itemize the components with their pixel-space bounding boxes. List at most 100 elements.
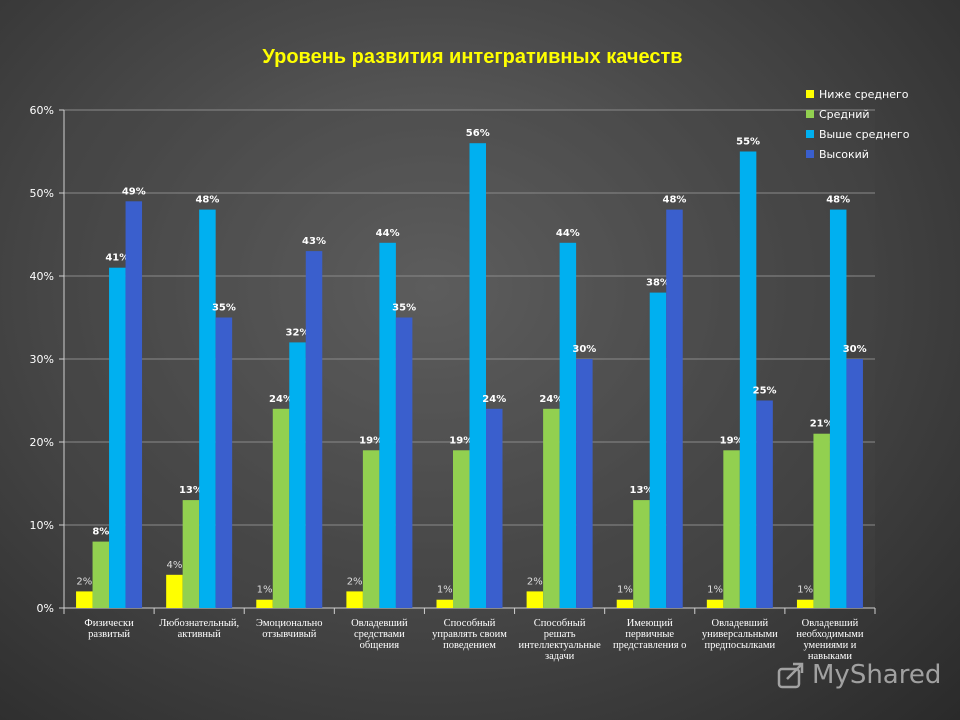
data-label: 19% xyxy=(720,435,744,446)
data-label: 1% xyxy=(797,585,813,596)
bar xyxy=(289,342,306,608)
bar xyxy=(76,591,93,608)
bar xyxy=(559,242,577,609)
data-label: 30% xyxy=(843,344,867,355)
category-label: Эмоционально отзывчивый xyxy=(256,618,323,640)
data-label: 2% xyxy=(527,576,543,587)
data-label: 21% xyxy=(810,419,834,430)
bar xyxy=(649,292,667,608)
bar xyxy=(362,450,380,608)
bar xyxy=(756,400,773,608)
watermark-text: MyShared xyxy=(812,660,942,690)
data-label: 19% xyxy=(359,435,383,446)
data-label: 1% xyxy=(437,585,453,596)
data-label: 48% xyxy=(195,195,219,206)
legend-item: Выше среднего xyxy=(806,124,909,144)
y-tick-label: 30% xyxy=(30,353,54,366)
data-label: 32% xyxy=(286,327,310,338)
data-label: 48% xyxy=(826,195,850,206)
data-label: 19% xyxy=(449,435,473,446)
bar xyxy=(666,209,683,608)
legend-swatch xyxy=(806,150,814,158)
data-label: 49% xyxy=(122,186,146,197)
data-label: 35% xyxy=(392,303,416,314)
legend-label: Ниже среднего xyxy=(819,87,909,101)
bar xyxy=(846,359,863,608)
data-label: 13% xyxy=(630,485,654,496)
data-label: 38% xyxy=(646,278,670,289)
category-label: Имеющий первичные представления о xyxy=(613,618,686,651)
data-label: 55% xyxy=(736,137,760,148)
bar xyxy=(395,317,413,608)
data-label: 35% xyxy=(212,303,236,314)
bar xyxy=(486,408,503,608)
bar xyxy=(125,201,143,609)
data-label: 1% xyxy=(617,585,633,596)
data-label: 24% xyxy=(269,394,293,405)
bar xyxy=(706,599,724,608)
category-label: Способный управлять своим поведением xyxy=(432,618,507,651)
bar xyxy=(166,574,183,608)
bar xyxy=(576,359,593,608)
legend-item: Средний xyxy=(806,104,909,124)
data-label: 2% xyxy=(76,576,92,587)
bar xyxy=(182,500,200,608)
data-label: 41% xyxy=(105,253,129,264)
share-icon xyxy=(777,662,804,689)
category-label: Овладевший универсальными предпосылками xyxy=(702,618,778,651)
bar xyxy=(346,591,363,608)
legend-item: Ниже среднего xyxy=(806,84,909,104)
y-tick-label: 0% xyxy=(37,602,54,615)
bar xyxy=(256,599,273,608)
data-label: 8% xyxy=(92,527,109,538)
bar xyxy=(616,599,634,608)
data-label: 1% xyxy=(257,585,273,596)
legend-swatch xyxy=(806,130,814,138)
y-tick-label: 20% xyxy=(30,436,54,449)
bar xyxy=(453,450,470,608)
y-tick-label: 40% xyxy=(30,270,54,283)
legend-label: Высокий xyxy=(819,147,869,161)
data-label: 1% xyxy=(707,585,723,596)
data-label: 44% xyxy=(556,228,580,239)
data-label: 43% xyxy=(302,236,326,247)
data-label: 2% xyxy=(347,576,363,587)
bar xyxy=(199,209,216,608)
bar xyxy=(813,433,830,608)
bar xyxy=(92,541,110,608)
bar xyxy=(739,151,757,608)
bar xyxy=(469,143,486,608)
data-label: 25% xyxy=(753,386,777,397)
category-label: Любознательный, активный xyxy=(159,618,239,640)
data-label: 44% xyxy=(376,228,400,239)
data-label: 24% xyxy=(539,394,563,405)
bar xyxy=(829,209,847,608)
category-label: Способный решать интеллектуальные задачи xyxy=(518,618,601,662)
data-label: 4% xyxy=(166,560,182,571)
bar xyxy=(109,267,126,608)
legend-swatch xyxy=(806,90,814,98)
bar xyxy=(379,242,396,609)
bar xyxy=(215,317,233,608)
bar xyxy=(305,251,323,608)
bar xyxy=(543,408,560,608)
legend: Ниже среднего Средний Выше среднего Высо… xyxy=(806,84,909,164)
bar xyxy=(796,599,814,608)
watermark: MyShared xyxy=(776,660,941,690)
category-label: Физически развитый xyxy=(84,618,134,640)
data-label: 30% xyxy=(572,344,596,355)
y-tick-label: 50% xyxy=(30,187,54,200)
y-tick-label: 10% xyxy=(30,519,54,532)
data-label: 56% xyxy=(466,128,490,139)
data-label: 13% xyxy=(179,485,203,496)
legend-swatch xyxy=(806,110,814,118)
legend-label: Выше среднего xyxy=(819,127,910,141)
legend-item: Высокий xyxy=(806,144,909,164)
legend-label: Средний xyxy=(819,107,870,121)
bar xyxy=(436,599,453,608)
chart-title: Уровень развития интегративных качеств xyxy=(262,46,683,68)
data-label: 48% xyxy=(663,195,687,206)
data-label: 24% xyxy=(482,394,506,405)
bar xyxy=(526,591,544,608)
